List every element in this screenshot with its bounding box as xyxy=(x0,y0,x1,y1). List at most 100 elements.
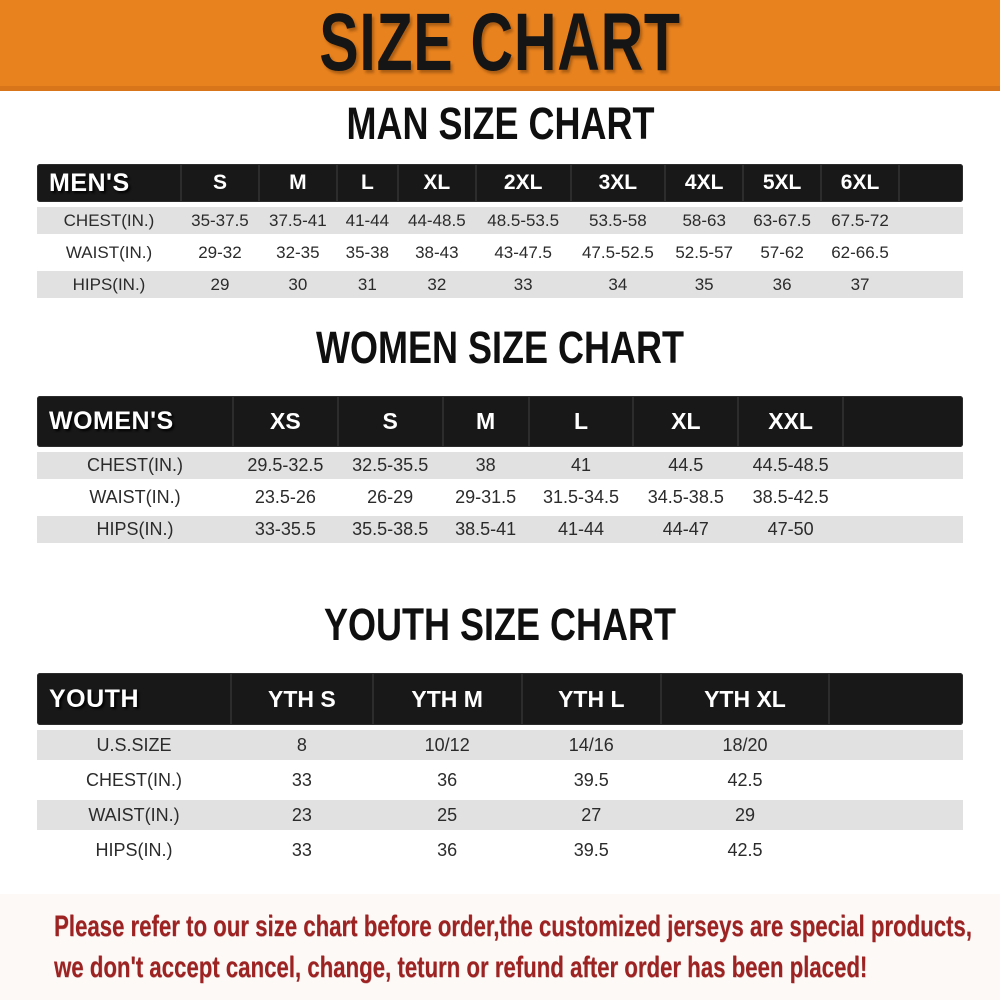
size-column-header: 6XL xyxy=(821,164,899,202)
measurement-row: HIPS(IN.) 29 30 31 32 33 34 35 36 37 xyxy=(37,271,963,298)
value-cell: 18/20 xyxy=(660,730,829,760)
header-filler xyxy=(843,396,963,447)
value-cell: 63-67.5 xyxy=(743,207,822,234)
value-cell: 62-66.5 xyxy=(831,242,889,262)
size-column-header: 2XL xyxy=(475,164,571,202)
value-cell: 35.5-38.5 xyxy=(337,516,443,543)
size-column-header: XXL xyxy=(738,396,843,447)
size-column-header: 4XL xyxy=(665,164,744,202)
value-cell: 33 xyxy=(475,271,571,298)
value-cell: 33 xyxy=(291,839,312,860)
row-filler xyxy=(829,800,963,830)
order-policy-line-1: Please refer to our size chart before or… xyxy=(54,910,972,943)
measurement-row: U.S.SIZE 8 10/12 14/16 18/20 xyxy=(37,730,963,760)
value-cell: 29-32 xyxy=(198,242,242,262)
youth-size-chart-heading: YOUTH SIZE CHART xyxy=(0,602,1000,648)
row-filler xyxy=(829,835,963,865)
value-cell: 43-47.5 xyxy=(494,242,552,262)
youth-size-table: YOUTH YTH S YTH M YTH L YTH XL U.S.SIZE 8 10/12… xyxy=(37,668,963,870)
value-cell: 35-38 xyxy=(345,242,390,262)
value-cell: 38 xyxy=(442,452,529,479)
size-column-header: YTH S xyxy=(231,673,373,725)
value-cell: 38.5-41 xyxy=(442,516,529,543)
row-label-cell: U.S.SIZE xyxy=(37,730,231,760)
size-column-header: 3XL xyxy=(570,164,666,202)
value-cell: 31.5-34.5 xyxy=(543,487,620,507)
size-column-header: L xyxy=(336,164,398,202)
measurement-row: CHEST(IN.) 29.5-32.5 32.5-35.5 38 41 44.5 44.5… xyxy=(37,452,963,479)
measurement-row: HIPS(IN.) 33-35.5 35.5-38.5 38.5-41 41-44 44-… xyxy=(37,516,963,543)
row-label-cell: WAIST(IN.) xyxy=(89,487,181,507)
value-cell: 47.5-52.5 xyxy=(581,242,654,262)
measurement-row: WAIST(IN.) 23 25 27 29 xyxy=(37,800,963,830)
size-table-header-row: YOUTH YTH S YTH M YTH L YTH XL xyxy=(37,673,963,725)
row-filler xyxy=(899,271,963,298)
value-cell: 34 xyxy=(570,271,666,298)
value-cell: 47-50 xyxy=(738,516,843,543)
size-column-header: XL xyxy=(397,164,476,202)
row-filler xyxy=(899,207,963,234)
man-size-chart-heading: MAN SIZE CHART xyxy=(0,101,1000,147)
size-column-header: 5XL xyxy=(743,164,822,202)
value-cell: 39.5 xyxy=(573,769,609,790)
value-cell: 36 xyxy=(437,769,458,790)
value-cell: 32.5-35.5 xyxy=(337,452,443,479)
measurement-row: CHEST(IN.) 33 36 39.5 42.5 xyxy=(37,765,963,795)
value-cell: 36 xyxy=(743,271,822,298)
value-cell: 27 xyxy=(521,800,661,830)
table-corner-label: YOUTH xyxy=(37,673,231,725)
size-column-header: XL xyxy=(633,396,739,447)
value-cell: 53.5-58 xyxy=(570,207,666,234)
value-cell: 29 xyxy=(660,800,829,830)
value-cell: 35-37.5 xyxy=(181,207,259,234)
value-cell: 36 xyxy=(437,839,458,860)
value-cell: 42.5 xyxy=(727,839,763,860)
value-cell: 41-44 xyxy=(528,516,634,543)
row-label-cell: CHEST(IN.) xyxy=(86,769,182,790)
size-column-header: YTH M xyxy=(372,673,522,725)
value-cell: 44-47 xyxy=(633,516,739,543)
row-filler xyxy=(829,730,963,760)
value-cell: 67.5-72 xyxy=(821,207,899,234)
size-column-header: L xyxy=(528,396,634,447)
order-policy-line-2: we don't accept cancel, change, teturn o… xyxy=(54,951,868,984)
size-column-header: S xyxy=(337,396,443,447)
row-label-cell: WAIST(IN.) xyxy=(65,242,153,262)
value-cell: 35 xyxy=(665,271,744,298)
row-filler xyxy=(843,516,963,543)
row-filler xyxy=(829,765,963,795)
value-cell: 34.5-38.5 xyxy=(647,487,724,507)
value-cell: 52.5-57 xyxy=(675,242,734,262)
value-cell: 31 xyxy=(336,271,398,298)
value-cell: 29.5-32.5 xyxy=(233,452,338,479)
value-cell: 32-35 xyxy=(276,242,320,262)
row-label-cell: HIPS(IN.) xyxy=(37,516,233,543)
man-size-chart-heading-text: MAN SIZE CHART xyxy=(345,98,654,149)
row-filler xyxy=(899,239,963,266)
row-label-cell: HIPS(IN.) xyxy=(37,271,181,298)
value-cell: 23.5-26 xyxy=(254,487,316,507)
value-cell: 26-29 xyxy=(367,487,414,507)
table-corner-label: WOMEN'S xyxy=(37,396,233,447)
measurement-row: CHEST(IN.) 35-37.5 37.5-41 41-44 44-48.5 48.5… xyxy=(37,207,963,234)
women-size-chart-heading-text: WOMEN SIZE CHART xyxy=(315,322,684,373)
value-cell: 42.5 xyxy=(727,769,763,790)
value-cell: 41 xyxy=(528,452,634,479)
header-filler xyxy=(829,673,963,725)
size-column-header: M xyxy=(442,396,529,447)
size-table-header-row: WOMEN'S XS S M L XL XXL xyxy=(37,396,963,447)
value-cell: 41-44 xyxy=(336,207,398,234)
row-filler xyxy=(843,484,963,511)
size-column-header: YTH XL xyxy=(660,673,829,725)
value-cell: 33-35.5 xyxy=(233,516,338,543)
value-cell: 57-62 xyxy=(760,242,804,262)
row-label-cell: CHEST(IN.) xyxy=(37,207,181,234)
value-cell: 39.5 xyxy=(573,839,609,860)
banner-title: SIZE CHART xyxy=(319,0,681,88)
value-cell: 33 xyxy=(291,769,312,790)
size-column-header: S xyxy=(181,164,259,202)
value-cell: 10/12 xyxy=(372,730,522,760)
value-cell: 58-63 xyxy=(665,207,744,234)
value-cell: 38.5-42.5 xyxy=(752,487,829,507)
